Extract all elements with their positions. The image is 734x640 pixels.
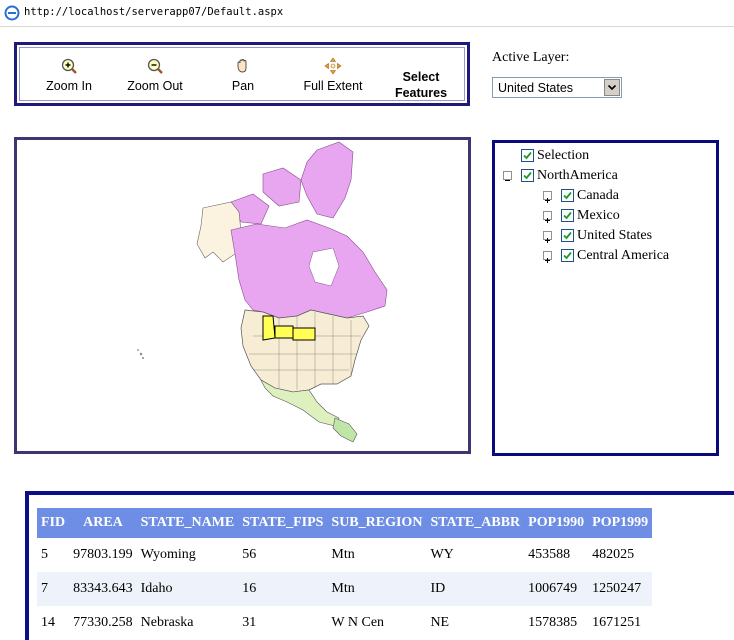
checkmark-icon (563, 251, 572, 260)
column-header-pop1990[interactable]: POP1990 (524, 508, 589, 538)
table-row[interactable]: 5 97803.199 Wyoming 56 Mtn WY 453588 482… (37, 538, 652, 572)
canada-checkbox[interactable] (561, 189, 574, 202)
zoom-in-label: Zoom In (46, 79, 92, 93)
north-america-map[interactable] (17, 140, 468, 451)
table-header-row: FID AREA STATE_NAME STATE_FIPS SUB_REGIO… (37, 508, 653, 538)
expand-icon[interactable] (543, 211, 552, 223)
active-layer-value: United States (498, 81, 574, 95)
chevron-down-icon (607, 84, 617, 91)
cell-pop1990: 453588 (528, 547, 571, 562)
url-text[interactable]: http://localhost/serverapp07/Default.asp… (24, 6, 284, 18)
cell-pop1999: 482025 (592, 547, 635, 562)
map-canada (230, 219, 388, 319)
results-table: FID AREA STATE_NAME STATE_FIPS SUB_REGIO… (37, 508, 653, 640)
cell-state-fips: 56 (242, 547, 257, 562)
toc-label: Mexico (577, 208, 620, 223)
cell-state-name: Nebraska (140, 615, 194, 630)
map-toolbar: Zoom In Zoom Out Pan Full Extent Select … (14, 42, 470, 106)
select-label-line1: Select (402, 70, 440, 84)
cell-pop1999: 1250247 (588, 572, 653, 606)
column-header-sub-region[interactable]: SUB_REGION (327, 508, 427, 538)
table-row[interactable]: 14 77330.258 Nebraska 31 W N Cen NE 1578… (37, 606, 652, 640)
united-states-checkbox[interactable] (561, 229, 574, 242)
map-central-america (332, 417, 358, 443)
toc-label: Central America (577, 248, 670, 263)
column-header-fid[interactable]: FID (37, 508, 70, 538)
select-label-line2: Features (394, 86, 448, 100)
map-usa (240, 309, 370, 393)
checkmark-icon (563, 191, 572, 200)
cell-state-name: Wyoming (140, 547, 196, 562)
checkmark-icon (563, 211, 572, 220)
cell-area: 97803.199 (73, 547, 133, 562)
active-layer-label: Active Layer: (492, 50, 570, 65)
table-row[interactable]: 7 83343.643 Idaho 16 Mtn ID 1006749 1250… (37, 572, 653, 606)
toc-label: Canada (577, 188, 619, 203)
zoom-out-icon (147, 58, 163, 74)
pan-label: Pan (231, 79, 255, 93)
cell-pop1999: 1671251 (592, 615, 642, 630)
map-selected-nebraska (292, 327, 316, 341)
column-header-state-name[interactable]: STATE_NAME (136, 508, 239, 538)
zoom-in-button[interactable]: Zoom In (43, 57, 95, 93)
cell-sub-region: Mtn (331, 547, 355, 562)
layer-toc: Selection NorthAmerica Canada Mexico (492, 140, 719, 456)
full-extent-button[interactable]: Full Extent (297, 57, 369, 93)
cell-pop1990: 1578385 (528, 615, 578, 630)
expand-icon[interactable] (543, 251, 552, 263)
expand-icon[interactable] (543, 191, 552, 203)
active-layer-select[interactable]: United States (492, 77, 622, 98)
checkmark-icon (523, 171, 532, 180)
pan-button[interactable]: Pan (225, 57, 261, 93)
map-alaska (196, 201, 242, 263)
map-selected-wyoming (274, 325, 294, 339)
cell-state-fips: 31 (242, 615, 257, 630)
cell-area: 77330.258 (73, 615, 133, 630)
map-frame[interactable] (14, 137, 471, 454)
cell-state-abbr: NE (430, 615, 450, 630)
cell-area: 83343.643 (69, 572, 137, 606)
full-extent-label: Full Extent (303, 79, 363, 93)
column-header-state-abbr[interactable]: STATE_ABBR (426, 508, 525, 538)
toc-label: United States (577, 228, 653, 243)
central-america-checkbox[interactable] (561, 249, 574, 262)
cell-state-name: Idaho (136, 572, 239, 606)
pan-hand-icon (237, 59, 247, 73)
mexico-checkbox[interactable] (561, 209, 574, 222)
checkmark-icon (563, 231, 572, 240)
collapse-icon[interactable] (503, 171, 512, 181)
toc-label: Selection (537, 148, 590, 163)
ie-page-icon (4, 5, 20, 21)
column-header-state-fips[interactable]: STATE_FIPS (238, 508, 328, 538)
cell-fid: 5 (41, 547, 48, 562)
toc-label: NorthAmerica (537, 168, 618, 183)
full-extent-icon (324, 57, 342, 75)
cell-pop1990: 1006749 (524, 572, 589, 606)
column-header-area[interactable]: AREA (69, 508, 137, 538)
checkmark-icon (523, 151, 532, 160)
cell-state-abbr: WY (430, 547, 454, 562)
northamerica-checkbox[interactable] (521, 169, 534, 182)
map-hudson-bay (308, 247, 340, 287)
address-bar[interactable]: http://localhost/serverapp07/Default.asp… (0, 0, 734, 27)
cell-state-abbr: ID (426, 572, 525, 606)
zoom-out-label: Zoom Out (127, 79, 183, 93)
cell-sub-region: W N Cen (331, 615, 385, 630)
selection-checkbox[interactable] (521, 149, 534, 162)
zoom-in-icon (61, 58, 77, 74)
results-grid: FID AREA STATE_NAME STATE_FIPS SUB_REGIO… (25, 491, 734, 640)
cell-state-fips: 16 (238, 572, 328, 606)
map-selected-idaho (262, 315, 276, 341)
map-hawaii (137, 349, 144, 359)
dropdown-button[interactable] (604, 79, 620, 96)
map-canada-arctic (230, 141, 354, 225)
cell-fid: 7 (37, 572, 70, 606)
expand-icon[interactable] (543, 231, 552, 243)
select-features-button[interactable]: Select Features (385, 69, 457, 101)
column-header-pop1999[interactable]: POP1999 (588, 508, 653, 538)
cell-sub-region: Mtn (327, 572, 427, 606)
cell-fid: 14 (41, 615, 55, 630)
zoom-out-button[interactable]: Zoom Out (123, 57, 187, 93)
